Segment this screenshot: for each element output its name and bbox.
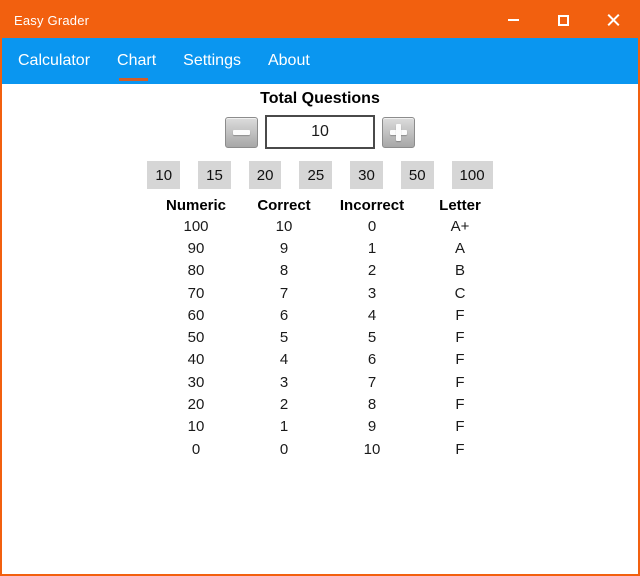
preset-button-15[interactable]: 15	[198, 161, 231, 189]
table-row: 80 8 2 B	[152, 260, 504, 282]
cell: 10	[275, 217, 293, 235]
minimize-button[interactable]	[488, 2, 538, 38]
cell: 2	[367, 262, 377, 280]
preset-button-25[interactable]: 25	[299, 161, 333, 189]
titlebar: Easy Grader	[2, 2, 638, 38]
cell: F	[455, 351, 465, 369]
column-header-incorrect: Incorrect	[339, 197, 405, 210]
cell: F	[455, 418, 465, 436]
cell: A+	[450, 217, 470, 235]
cell: 1	[279, 418, 289, 436]
grade-table-body: 100 10 0 A+ 90 9 1 A 80 8 2 B 70 7 3 C 60 6 4 F 50 5 5 F 40 4 6 F 30…	[152, 215, 504, 460]
cell: 5	[279, 329, 289, 347]
cell: F	[455, 329, 465, 347]
preset-button-20[interactable]: 20	[248, 161, 282, 189]
cell: 20	[187, 396, 205, 414]
cell: 3	[279, 373, 289, 391]
cell: 9	[367, 418, 377, 436]
cell: 7	[279, 284, 289, 302]
tab-calculator[interactable]: Calculator	[18, 52, 91, 69]
cell: 0	[191, 440, 201, 458]
cell: 5	[367, 329, 377, 347]
cell: 3	[367, 284, 377, 302]
increase-button[interactable]	[382, 116, 415, 148]
cell: B	[454, 262, 465, 280]
grade-table-header-row: Numeric Correct Incorrect Letter	[152, 196, 504, 210]
nav-bar: Calculator Chart Settings About	[2, 38, 638, 84]
cell: 100	[183, 217, 209, 235]
cell: 6	[367, 351, 377, 369]
close-icon	[607, 14, 620, 27]
table-row: 10 1 9 F	[152, 416, 504, 438]
tab-chart[interactable]: Chart	[117, 38, 156, 84]
grade-table: Numeric Correct Incorrect Letter 100 10 0 A+ 90…	[152, 189, 504, 460]
table-row: 20 2 8 F	[152, 393, 504, 415]
table-row: 70 7 3 C	[152, 282, 504, 304]
table-row: 0 0 10 F	[152, 438, 504, 460]
cell: 8	[279, 262, 289, 280]
cell: 7	[367, 373, 377, 391]
cell: 10	[363, 440, 381, 458]
column-header-numeric: Numeric	[165, 197, 227, 210]
preset-buttons: 10 15 20 25 30 50 100	[147, 161, 493, 189]
table-row: 40 4 6 F	[152, 349, 504, 371]
window-controls	[488, 2, 638, 38]
preset-button-10[interactable]: 10	[147, 161, 181, 189]
preset-button-100[interactable]: 100	[451, 161, 493, 189]
decrease-button[interactable]	[225, 116, 258, 148]
cell: 2	[279, 396, 289, 414]
grade-table-header-clip: Numeric Correct Incorrect Letter	[152, 196, 504, 210]
cell: 70	[187, 284, 205, 302]
cell: F	[455, 396, 465, 414]
plus-icon	[390, 123, 407, 141]
cell: 8	[367, 396, 377, 414]
maximize-button[interactable]	[538, 2, 588, 38]
column-header-correct: Correct	[257, 197, 311, 210]
tab-about[interactable]: About	[267, 52, 310, 69]
cell: F	[455, 306, 465, 324]
table-row: 30 3 7 F	[152, 371, 504, 393]
cell: 0	[367, 217, 377, 235]
cell: 30	[187, 373, 205, 391]
cell: C	[454, 284, 466, 302]
tab-settings[interactable]: Settings	[183, 52, 241, 69]
window-title: Easy Grader	[14, 12, 90, 28]
cell: 40	[187, 351, 205, 369]
total-questions-stepper	[225, 115, 415, 149]
cell: 50	[187, 329, 205, 347]
cell: 1	[367, 239, 377, 257]
cell: F	[455, 440, 465, 458]
table-row: 90 9 1 A	[152, 237, 504, 259]
total-questions-label: Total Questions	[260, 90, 380, 107]
maximize-icon	[557, 14, 569, 26]
cell: 60	[187, 306, 205, 324]
cell: 0	[279, 440, 289, 458]
table-row: 100 10 0 A+	[152, 215, 504, 237]
table-row: 60 6 4 F	[152, 304, 504, 326]
cell: 6	[279, 306, 289, 324]
column-header-letter: Letter	[439, 197, 481, 210]
minus-icon	[233, 129, 250, 135]
cell: A	[454, 239, 465, 257]
cell: 10	[187, 418, 205, 436]
cell: 4	[279, 351, 289, 369]
cell: 4	[367, 306, 377, 324]
close-button[interactable]	[588, 2, 638, 38]
cell: 80	[187, 262, 205, 280]
preset-button-50[interactable]: 50	[400, 161, 434, 189]
total-questions-input[interactable]	[265, 115, 375, 149]
cell: 90	[187, 239, 205, 257]
minimize-icon	[507, 19, 519, 21]
cell: F	[455, 373, 465, 391]
cell: 9	[279, 239, 289, 257]
preset-button-30[interactable]: 30	[350, 161, 383, 189]
table-row: 50 5 5 F	[152, 326, 504, 348]
